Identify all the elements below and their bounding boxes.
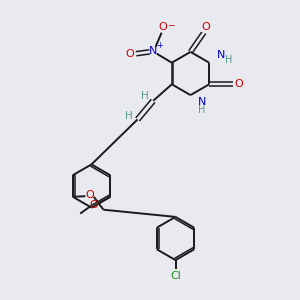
Text: Cl: Cl	[170, 271, 181, 281]
Text: O: O	[201, 22, 210, 32]
Text: O: O	[159, 22, 167, 32]
Text: O: O	[126, 49, 134, 59]
Text: N: N	[216, 50, 225, 60]
Text: O: O	[89, 200, 98, 210]
Text: H: H	[198, 105, 206, 115]
Text: +: +	[156, 41, 163, 50]
Text: N: N	[149, 46, 158, 56]
Text: −: −	[167, 20, 174, 29]
Text: H: H	[125, 111, 133, 121]
Text: O: O	[234, 79, 243, 89]
Text: N: N	[198, 97, 206, 107]
Text: O: O	[85, 190, 94, 200]
Text: H: H	[225, 55, 233, 65]
Text: H: H	[141, 91, 149, 101]
